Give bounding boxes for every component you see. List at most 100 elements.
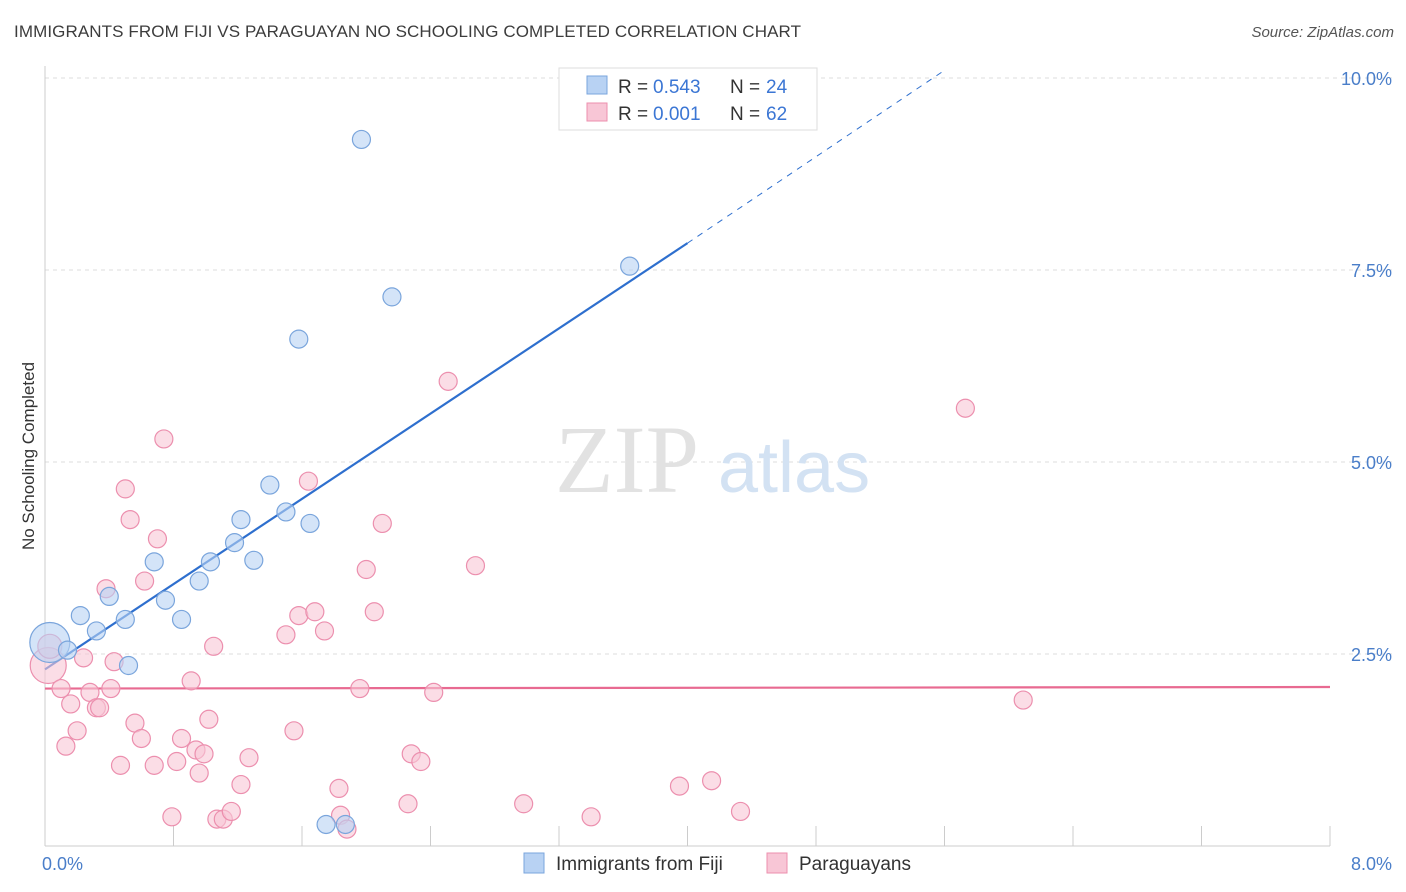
paraguayan-point	[955, 398, 975, 418]
bottom-legend-label-paraguayans: Paraguayans	[799, 854, 911, 875]
fiji-trend-line	[44, 242, 689, 671]
paraguayan-point	[314, 621, 335, 641]
paraguayan-point	[581, 807, 601, 827]
fiji-point	[155, 590, 176, 610]
paraguayan-point	[61, 694, 81, 714]
fiji-point	[118, 655, 139, 676]
fiji-point	[231, 509, 251, 530]
fiji-point	[316, 814, 336, 835]
y-tick-label: 2.5%	[1351, 645, 1392, 665]
paraguayan-point	[1013, 690, 1033, 710]
paraguayan-point	[465, 556, 486, 576]
watermark-zip: ZIP	[555, 406, 699, 513]
fiji-point	[620, 256, 640, 276]
paraguayan-point	[221, 801, 241, 822]
paraguayan-point	[73, 648, 94, 668]
paraguayan-point	[305, 602, 325, 622]
paraguayan-point	[110, 755, 131, 775]
trend-lines	[44, 69, 1331, 690]
fiji-point	[189, 571, 209, 591]
paraguayan-point	[514, 794, 534, 814]
fiji-point	[57, 640, 78, 660]
fiji-point	[200, 552, 221, 572]
legend-swatch-paraguayans	[586, 102, 608, 122]
paraguayan-point	[438, 371, 458, 391]
paraguayan-point	[56, 736, 76, 756]
paraguayan-point	[115, 479, 135, 499]
legend-r-label-fiji: R =	[618, 77, 648, 98]
paraguayan-point	[67, 721, 87, 741]
paraguayan-point	[189, 763, 209, 783]
fiji-point	[335, 814, 355, 835]
y-tick-label: 10.0%	[1341, 69, 1392, 89]
chart-source: Source: ZipAtlas.com	[1251, 24, 1394, 41]
paraguayan-point	[231, 774, 251, 795]
y-axis-label: No Schooling Completed	[19, 362, 38, 550]
legend-r-value-paraguayans: 0.001	[653, 104, 701, 125]
fiji-point	[382, 287, 402, 307]
paraguayan-point	[101, 678, 121, 699]
paraguayan-point	[162, 807, 182, 827]
fiji-point	[244, 550, 264, 570]
fiji-point	[86, 621, 107, 641]
fiji-point	[224, 533, 245, 553]
paraguayan-point	[51, 678, 71, 699]
bottom-legend-swatch-paraguayans	[766, 852, 788, 874]
x-tick-label: 8.0%	[1351, 854, 1392, 874]
fiji-point	[300, 513, 320, 534]
paraguayan-point	[730, 801, 751, 822]
paraguayan-point	[298, 471, 319, 491]
watermark-atlas: atlas	[718, 428, 870, 508]
paraguayan-point	[90, 698, 110, 718]
tick-labels: 2.5% 5.0% 7.5% 10.0% 0.0% 8.0%	[42, 69, 1392, 874]
chart-title: IMMIGRANTS FROM FIJI VS PARAGUAYAN NO SC…	[14, 22, 802, 41]
legend-r-value-fiji: 0.543	[653, 77, 701, 98]
bottom-legend: Immigrants from Fiji Paraguayans	[523, 852, 911, 875]
bottom-legend-label-fiji: Immigrants from Fiji	[556, 854, 723, 875]
paraguayan-trend-line	[44, 685, 1331, 690]
paraguayan-point	[171, 728, 192, 749]
paraguayan-point	[144, 755, 164, 775]
paraguayan-point	[701, 771, 722, 791]
legend-swatch-fiji	[586, 75, 608, 95]
axes	[44, 66, 1331, 847]
legend-n-label-fiji: N =	[730, 77, 760, 98]
paraguayan-point	[134, 571, 155, 591]
paraguayan-point	[199, 709, 219, 729]
paraguayan-point	[356, 559, 376, 580]
paraguayan-point	[181, 671, 201, 691]
paraguayan-point	[669, 776, 690, 796]
data-points	[29, 129, 1033, 839]
paraguayan-point	[372, 513, 392, 534]
fiji-point	[351, 129, 372, 150]
fiji-point	[171, 609, 192, 630]
paraguayan-point	[239, 748, 259, 768]
paraguayan-point	[154, 429, 174, 449]
fiji-point	[115, 609, 135, 630]
paraguayan-point	[350, 678, 370, 699]
x-tick-label: 0.0%	[42, 854, 83, 874]
paraguayan-point	[147, 529, 168, 549]
paraguayan-point	[120, 509, 140, 530]
fiji-point	[276, 502, 296, 522]
legend-n-label-paraguayans: N =	[730, 104, 760, 125]
paraguayan-point	[411, 751, 431, 772]
paraguayan-point	[424, 682, 444, 703]
paraguayan-point	[284, 721, 304, 741]
fiji-point	[289, 329, 309, 349]
paraguayan-point	[364, 602, 384, 622]
legend-n-value-fiji: 24	[766, 77, 788, 98]
legend-n-value-paraguayans: 62	[766, 104, 787, 125]
bottom-legend-swatch-fiji	[523, 852, 545, 874]
fiji-trend-extension	[687, 69, 945, 244]
paraguayan-point	[398, 794, 418, 814]
paraguayan-point	[289, 605, 309, 626]
y-tick-label: 5.0%	[1351, 453, 1392, 473]
fiji-point	[260, 475, 280, 495]
paraguayan-point	[204, 636, 224, 656]
paraguayan-point	[276, 625, 296, 645]
legend-r-label-paraguayans: R =	[618, 104, 648, 125]
fiji-point	[144, 552, 164, 572]
fiji-point	[99, 586, 119, 607]
